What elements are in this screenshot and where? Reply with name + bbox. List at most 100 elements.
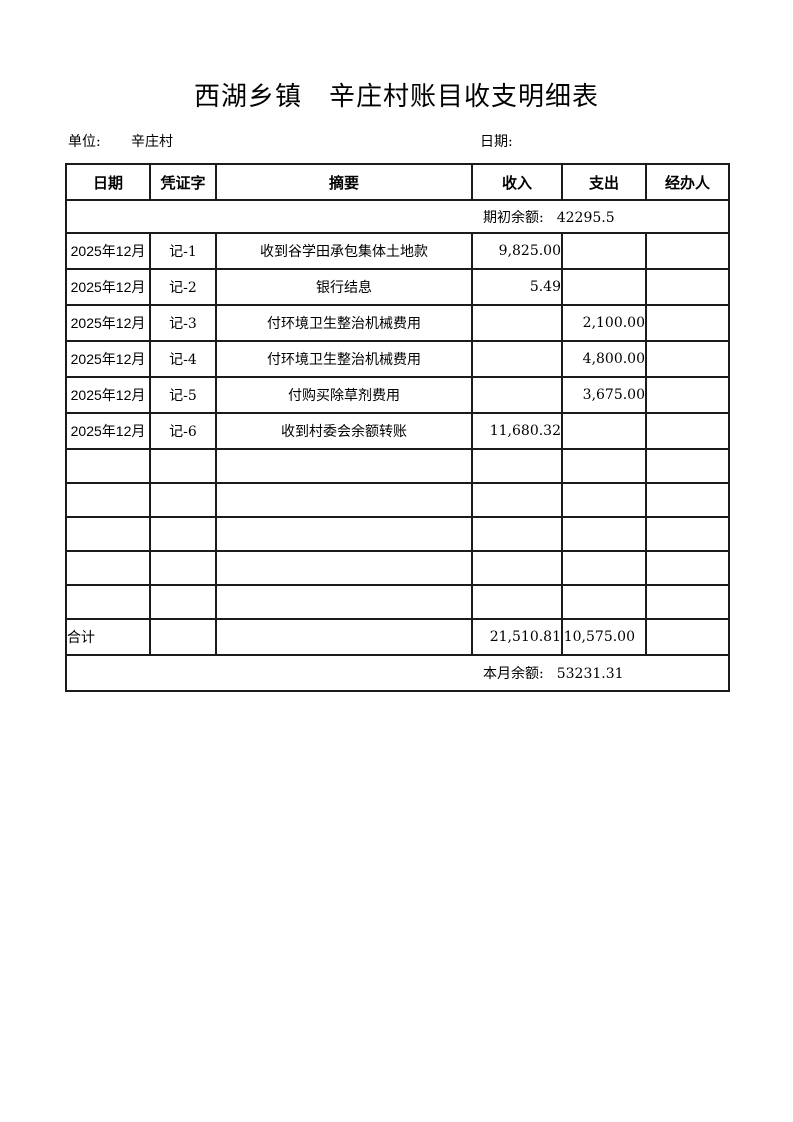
meta-line: 单位: 辛庄村 日期: <box>0 131 793 151</box>
total-row: 合计 21,510.81 10,575.00 <box>65 618 730 656</box>
summary-cell: 收到谷学田承包集体土地款 <box>215 232 473 270</box>
header-voucher: 凭证字 <box>149 163 217 201</box>
summary-cell <box>215 482 473 518</box>
handler-cell <box>645 412 730 450</box>
date-cell: 2025年12月 <box>65 268 151 306</box>
opening-balance-row: 期初余额: 42295.5 <box>65 199 730 234</box>
total-income-cell: 21,510.81 <box>471 618 563 656</box>
voucher-cell: 记-5 <box>149 376 217 414</box>
empty-table-row <box>65 516 730 552</box>
opening-balance-cell: 期初余额: 42295.5 <box>65 199 730 234</box>
summary-cell: 付环境卫生整治机械费用 <box>215 304 473 342</box>
summary-cell <box>215 448 473 484</box>
handler-cell <box>645 448 730 484</box>
month-balance-value: 53231.31 <box>556 666 624 682</box>
header-summary: 摘要 <box>215 163 473 201</box>
voucher-cell: 记-6 <box>149 412 217 450</box>
date-cell: 2025年12月 <box>65 304 151 342</box>
handler-cell <box>645 376 730 414</box>
date-cell: 2025年12月 <box>65 232 151 270</box>
expense-cell <box>561 268 647 306</box>
summary-cell: 银行结息 <box>215 268 473 306</box>
date-cell <box>65 448 151 484</box>
header-date: 日期 <box>65 163 151 201</box>
empty-table-row <box>65 584 730 620</box>
income-cell: 5.49 <box>471 268 563 306</box>
table-row: 2025年12月 记-2 银行结息 5.49 <box>65 268 730 306</box>
handler-cell <box>645 550 730 586</box>
opening-balance-label: 期初余额: <box>483 209 544 226</box>
handler-cell <box>645 584 730 620</box>
income-cell <box>471 448 563 484</box>
voucher-cell: 记-3 <box>149 304 217 342</box>
voucher-cell <box>149 482 217 518</box>
expense-cell <box>561 516 647 552</box>
voucher-cell <box>149 584 217 620</box>
table-header-row: 日期 凭证字 摘要 收入 支出 经办人 <box>65 163 730 201</box>
month-balance-label: 本月余额: <box>483 666 544 682</box>
handler-cell <box>645 516 730 552</box>
expense-cell <box>561 550 647 586</box>
date-cell: 2025年12月 <box>65 340 151 378</box>
page-title: 西湖乡镇 辛庄村账目收支明细表 <box>193 82 599 112</box>
voucher-cell: 记-1 <box>149 232 217 270</box>
voucher-cell <box>149 550 217 586</box>
date-label: 日期: <box>480 134 513 150</box>
income-cell: 9,825.00 <box>471 232 563 270</box>
date-cell <box>65 516 151 552</box>
expense-cell: 2,100.00 <box>561 304 647 342</box>
expense-cell <box>561 482 647 518</box>
date-cell <box>65 550 151 586</box>
ledger-table: 日期 凭证字 摘要 收入 支出 经办人 期初余额: 42295.5 2025年12… <box>65 163 730 692</box>
table-row: 2025年12月 记-3 付环境卫生整治机械费用 2,100.00 <box>65 304 730 342</box>
income-cell <box>471 304 563 342</box>
empty-table-row <box>65 550 730 586</box>
total-expense-cell: 10,575.00 <box>561 618 647 656</box>
table-row: 2025年12月 记-4 付环境卫生整治机械费用 4,800.00 <box>65 340 730 378</box>
income-cell <box>471 584 563 620</box>
voucher-cell <box>149 516 217 552</box>
summary-cell: 付环境卫生整治机械费用 <box>215 340 473 378</box>
voucher-cell <box>149 448 217 484</box>
empty-table-row <box>65 448 730 484</box>
header-handler: 经办人 <box>645 163 730 201</box>
expense-cell <box>561 584 647 620</box>
income-cell <box>471 376 563 414</box>
handler-cell <box>645 304 730 342</box>
voucher-cell: 记-4 <box>149 340 217 378</box>
header-expense: 支出 <box>561 163 647 201</box>
summary-cell <box>215 516 473 552</box>
summary-cell: 付购买除草剂费用 <box>215 376 473 414</box>
empty-table-row <box>65 482 730 518</box>
handler-cell <box>645 482 730 518</box>
expense-cell <box>561 232 647 270</box>
date-cell <box>65 584 151 620</box>
handler-cell <box>645 618 730 656</box>
date-cell <box>65 482 151 518</box>
unit-value: 辛庄村 <box>131 134 173 150</box>
month-balance-row: 本月余额: 53231.31 <box>65 654 730 692</box>
income-cell <box>471 482 563 518</box>
expense-cell <box>561 448 647 484</box>
income-cell <box>471 516 563 552</box>
date-cell: 2025年12月 <box>65 412 151 450</box>
expense-cell <box>561 412 647 450</box>
expense-cell: 3,675.00 <box>561 376 647 414</box>
summary-cell <box>215 618 473 656</box>
summary-cell <box>215 584 473 620</box>
summary-cell: 收到村委会余额转账 <box>215 412 473 450</box>
total-label-cell: 合计 <box>65 618 151 656</box>
voucher-cell: 记-2 <box>149 268 217 306</box>
month-balance-cell: 本月余额: 53231.31 <box>65 654 730 692</box>
table-row: 2025年12月 记-5 付购买除草剂费用 3,675.00 <box>65 376 730 414</box>
table-row: 2025年12月 记-1 收到谷学田承包集体土地款 9,825.00 <box>65 232 730 270</box>
income-cell <box>471 550 563 586</box>
handler-cell <box>645 232 730 270</box>
summary-cell <box>215 550 473 586</box>
header-income: 收入 <box>471 163 563 201</box>
date-cell: 2025年12月 <box>65 376 151 414</box>
expense-cell: 4,800.00 <box>561 340 647 378</box>
voucher-cell <box>149 618 217 656</box>
opening-balance-value: 42295.5 <box>556 209 615 226</box>
income-cell <box>471 340 563 378</box>
